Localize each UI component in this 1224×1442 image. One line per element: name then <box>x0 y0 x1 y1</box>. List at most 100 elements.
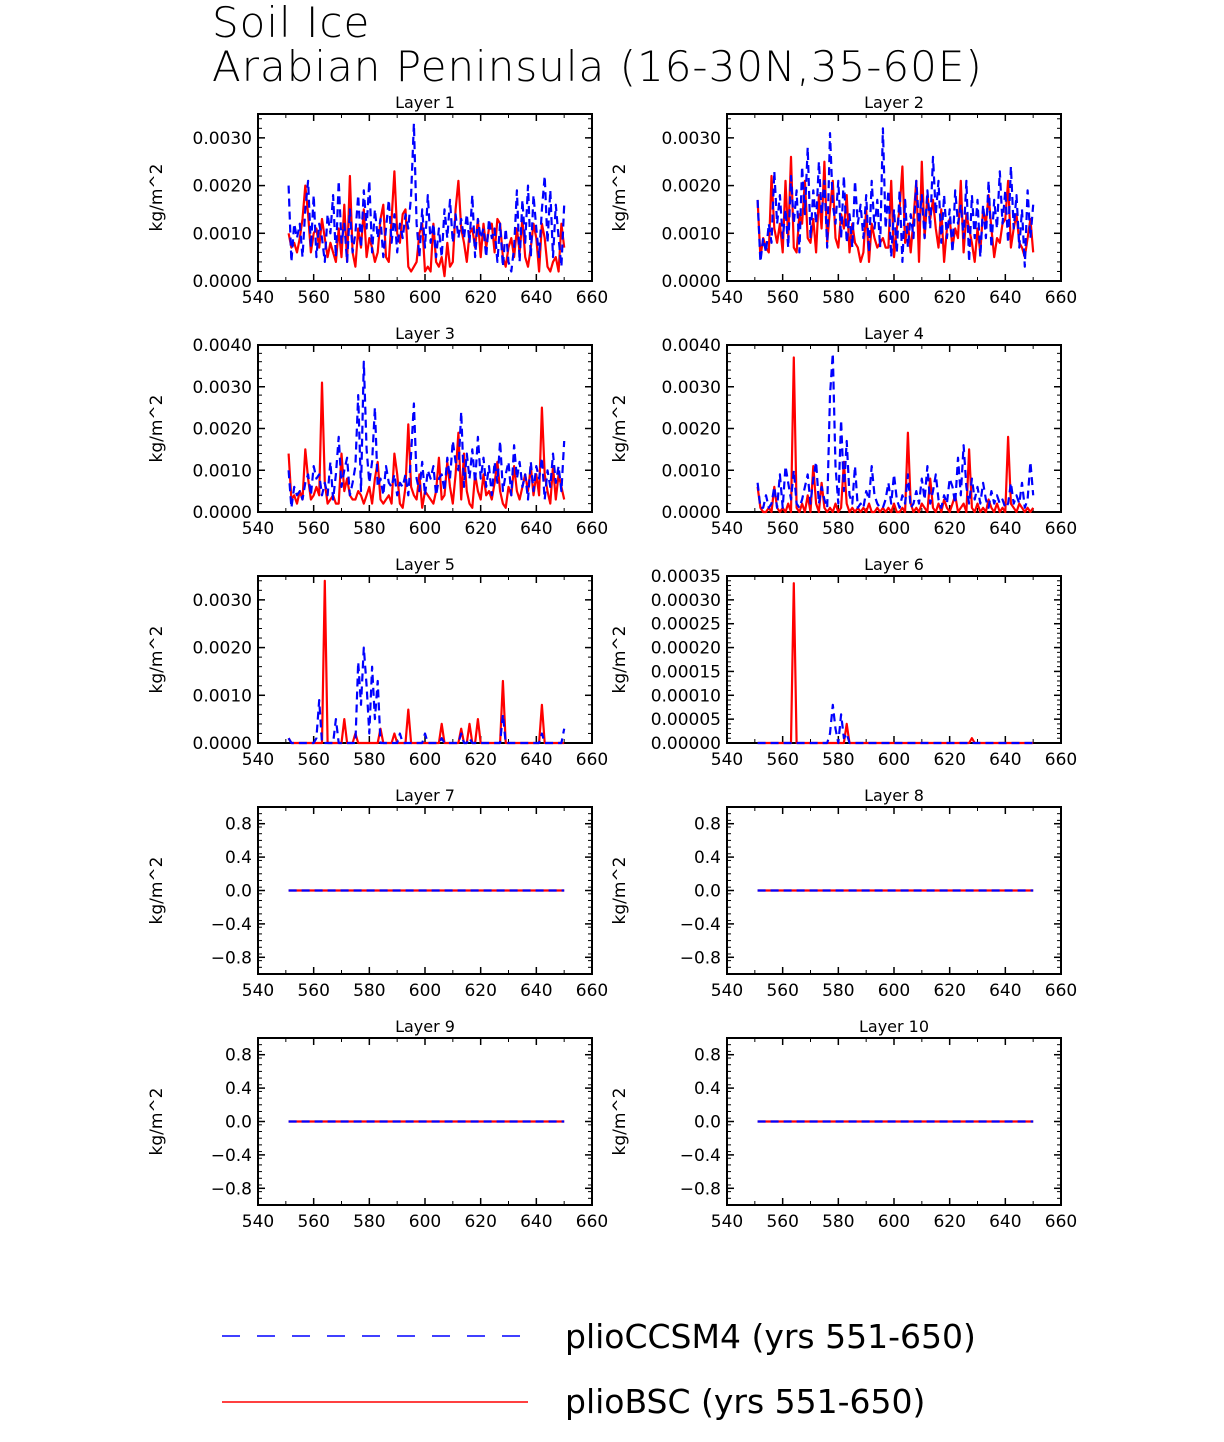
layer-7-ytick-label: 0.4 <box>225 848 252 868</box>
layer-9-xtick-label: 600 <box>409 1212 441 1232</box>
layer-3-ytick-label: 0.0040 <box>193 336 252 356</box>
layer-8-ylabel: kg/m^2 <box>610 857 630 925</box>
layer-8-xtick-label: 580 <box>822 981 854 1001</box>
layer-6-ytick-label: 0.00005 <box>651 710 721 730</box>
layer-7-title: Layer 7 <box>395 786 455 805</box>
layer-1-title: Layer 1 <box>395 93 455 112</box>
layer-10-xtick-label: 660 <box>1045 1212 1077 1232</box>
layer-7-xtick-label: 580 <box>353 981 385 1001</box>
layer-5-ytick-label: 0.0000 <box>193 734 252 754</box>
layer-3-xtick-label: 600 <box>409 519 441 539</box>
layer-9-xtick-label: 540 <box>242 1212 274 1232</box>
layer-7-ytick-label: −0.8 <box>211 948 252 968</box>
layer-9-ytick-label: 0.0 <box>225 1113 252 1133</box>
layer-10-ytick-label: 0.4 <box>694 1079 721 1099</box>
legend-label-ccsm4: plioCCSM4 (yrs 551-650) <box>565 1317 976 1356</box>
chart-subtitle: Arabian Peninsula (16-30N,35-60E) <box>212 42 983 91</box>
layer-4-xtick-label: 660 <box>1045 519 1077 539</box>
layer-10-xtick-label: 580 <box>822 1212 854 1232</box>
layer-10-ytick-label: −0.8 <box>680 1179 721 1199</box>
layer-3-series-bsc <box>287 381 566 509</box>
layer-4-title: Layer 4 <box>864 324 924 343</box>
layer-3-xtick-label: 580 <box>353 519 385 539</box>
layer-7-xtick-label: 560 <box>297 981 329 1001</box>
layer-2-xtick-label: 560 <box>766 288 798 308</box>
layer-9-xtick-label: 620 <box>464 1212 496 1232</box>
layer-4-ytick-label: 0.0030 <box>662 378 721 398</box>
layer-6-xtick-label: 600 <box>878 750 910 770</box>
layer-3-series-ccsm4 <box>287 360 566 509</box>
layer-5-ytick-label: 0.0030 <box>193 591 252 611</box>
layer-8-ytick-label: 0.0 <box>694 882 721 902</box>
layer-3-ytick-label: 0.0020 <box>193 420 252 440</box>
layer-6-xtick-label: 540 <box>711 750 743 770</box>
layer-6-ytick-label: 0.00030 <box>651 591 721 611</box>
layer-6-series-bsc <box>757 582 1034 745</box>
layer-1-ylabel: kg/m^2 <box>147 164 167 232</box>
layer-5-xtick-label: 540 <box>242 750 274 770</box>
layer-8-xtick-label: 620 <box>933 981 965 1001</box>
layer-3-ytick-label: 0.0030 <box>193 378 252 398</box>
layer-4-ytick-label: 0.0000 <box>662 503 721 523</box>
layer-1-xtick-label: 620 <box>464 288 496 308</box>
layer-10-xtick-label: 620 <box>933 1212 965 1232</box>
layer-6-xtick-label: 560 <box>766 750 798 770</box>
layer-5-ylabel: kg/m^2 <box>147 626 167 694</box>
layer-10-xtick-label: 540 <box>711 1212 743 1232</box>
layer-6-series-ccsm4 <box>757 703 1034 745</box>
layer-10-ylabel: kg/m^2 <box>610 1088 630 1156</box>
layer-8-ytick-label: −0.4 <box>680 915 721 935</box>
layer-3-xtick-label: 660 <box>576 519 608 539</box>
layer-8-ytick-label: 0.4 <box>694 848 721 868</box>
layer-1-xtick-label: 580 <box>353 288 385 308</box>
layer-2-xtick-label: 660 <box>1045 288 1077 308</box>
layer-6-frame <box>726 575 1062 744</box>
layer-8-ytick-label: −0.8 <box>680 948 721 968</box>
layer-10-ytick-label: −0.4 <box>680 1146 721 1166</box>
layer-6-xtick-label: 640 <box>989 750 1021 770</box>
layer-3-ylabel: kg/m^2 <box>147 395 167 463</box>
layer-5-xtick-label: 620 <box>464 750 496 770</box>
layer-10-title: Layer 10 <box>859 1017 929 1036</box>
layer-8-xtick-label: 560 <box>766 981 798 1001</box>
layer-7-xtick-label: 660 <box>576 981 608 1001</box>
layer-2-ylabel: kg/m^2 <box>610 164 630 232</box>
layer-7-xtick-label: 600 <box>409 981 441 1001</box>
layer-10-ytick-label: 0.8 <box>694 1046 721 1066</box>
layer-9-ytick-label: 0.8 <box>225 1046 252 1066</box>
layer-9-xtick-label: 580 <box>353 1212 385 1232</box>
layer-5-xtick-label: 660 <box>576 750 608 770</box>
layer-4-xtick-label: 600 <box>878 519 910 539</box>
legend-label-bsc: plioBSC (yrs 551-650) <box>565 1382 926 1421</box>
layer-9-title: Layer 9 <box>395 1017 455 1036</box>
layer-6-ytick-label: 0.00010 <box>651 686 721 706</box>
layer-7-ytick-label: −0.4 <box>211 915 252 935</box>
layer-3-ytick-label: 0.0000 <box>193 503 252 523</box>
layer-10-xtick-label: 640 <box>989 1212 1021 1232</box>
layer-1-ytick-label: 0.0030 <box>193 129 252 149</box>
layer-3-ytick-label: 0.0010 <box>193 461 252 481</box>
layer-9-ylabel: kg/m^2 <box>147 1088 167 1156</box>
layer-2-xtick-label: 540 <box>711 288 743 308</box>
layer-6-ytick-label: 0.00020 <box>651 639 721 659</box>
layer-9-ytick-label: −0.8 <box>211 1179 252 1199</box>
layer-6-ytick-label: 0.00015 <box>651 662 721 682</box>
layer-1-series-ccsm4 <box>287 122 566 273</box>
layer-5-series-ccsm4 <box>287 646 566 745</box>
layer-1-xtick-label: 660 <box>576 288 608 308</box>
layer-4-xtick-label: 580 <box>822 519 854 539</box>
layer-3-xtick-label: 540 <box>242 519 274 539</box>
layer-4-xtick-label: 620 <box>933 519 965 539</box>
layer-3-xtick-label: 620 <box>464 519 496 539</box>
layer-2-series-ccsm4 <box>756 127 1035 268</box>
layer-4-ylabel: kg/m^2 <box>610 395 630 463</box>
layer-3-title: Layer 3 <box>395 324 455 343</box>
layer-5-xtick-label: 560 <box>297 750 329 770</box>
layer-9-xtick-label: 640 <box>520 1212 552 1232</box>
layer-6-title: Layer 6 <box>864 555 924 574</box>
layer-2-xtick-label: 640 <box>989 288 1021 308</box>
layer-5-ytick-label: 0.0010 <box>193 686 252 706</box>
layer-2-xtick-label: 620 <box>933 288 965 308</box>
layer-1-ytick-label: 0.0010 <box>193 224 252 244</box>
